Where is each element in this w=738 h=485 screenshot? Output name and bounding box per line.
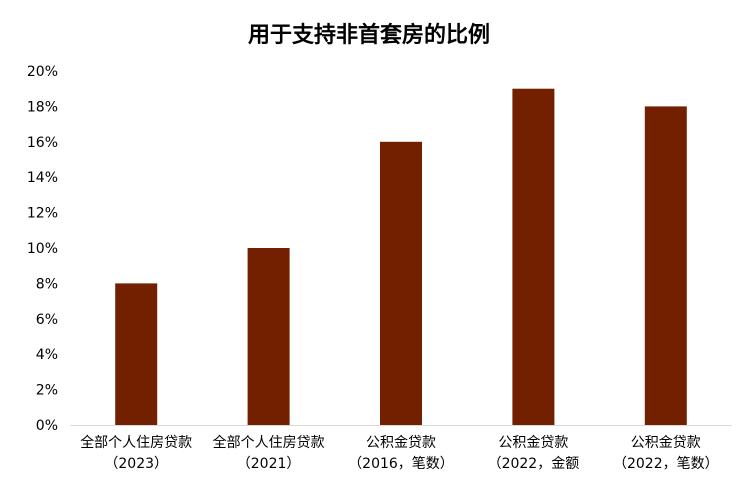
bar bbox=[380, 141, 422, 426]
y-tick-label: 6% bbox=[36, 312, 58, 328]
x-category-label: 全部个人住房贷款 bbox=[213, 434, 325, 451]
bar bbox=[247, 248, 290, 425]
y-tick-label: 4% bbox=[36, 347, 58, 363]
y-tick-label: 14% bbox=[27, 170, 58, 186]
chart-title: 用于支持非首套房的比例 bbox=[248, 22, 490, 48]
y-tick-label: 20% bbox=[27, 64, 58, 80]
x-category-label: 公积金贷款 bbox=[498, 435, 568, 451]
bar bbox=[115, 283, 158, 425]
bar bbox=[512, 88, 555, 425]
x-category-label: （2016，笔数） bbox=[348, 456, 454, 472]
x-category-label: （2021） bbox=[237, 456, 301, 472]
x-category-label: （2022，笔数） bbox=[613, 456, 719, 472]
y-tick-label: 12% bbox=[27, 206, 58, 222]
bar bbox=[644, 106, 687, 426]
y-tick-label: 0% bbox=[36, 418, 58, 434]
bars bbox=[115, 88, 687, 426]
x-axis: 全部个人住房贷款 （2023） 全部个人住房贷款 （2021） 公积金贷款 （2016，笔… bbox=[70, 425, 732, 472]
y-tick-label: 10% bbox=[27, 241, 58, 257]
y-tick-label: 16% bbox=[27, 135, 58, 151]
y-axis: 0% 2% 4% 6% 8% 10% 12% 14% 16% 18% 20% bbox=[27, 64, 58, 434]
y-tick-label: 2% bbox=[36, 383, 58, 399]
y-tick-label: 18% bbox=[27, 99, 58, 115]
x-category-label: 公积金贷款 bbox=[366, 435, 436, 451]
y-tick-label: 8% bbox=[36, 276, 58, 292]
x-category-label: （2023） bbox=[104, 456, 168, 472]
x-category-label: 公积金贷款 bbox=[631, 435, 701, 451]
x-category-label: 全部个人住房贷款 bbox=[80, 434, 192, 451]
x-category-label: （2022，金额 bbox=[488, 456, 580, 472]
